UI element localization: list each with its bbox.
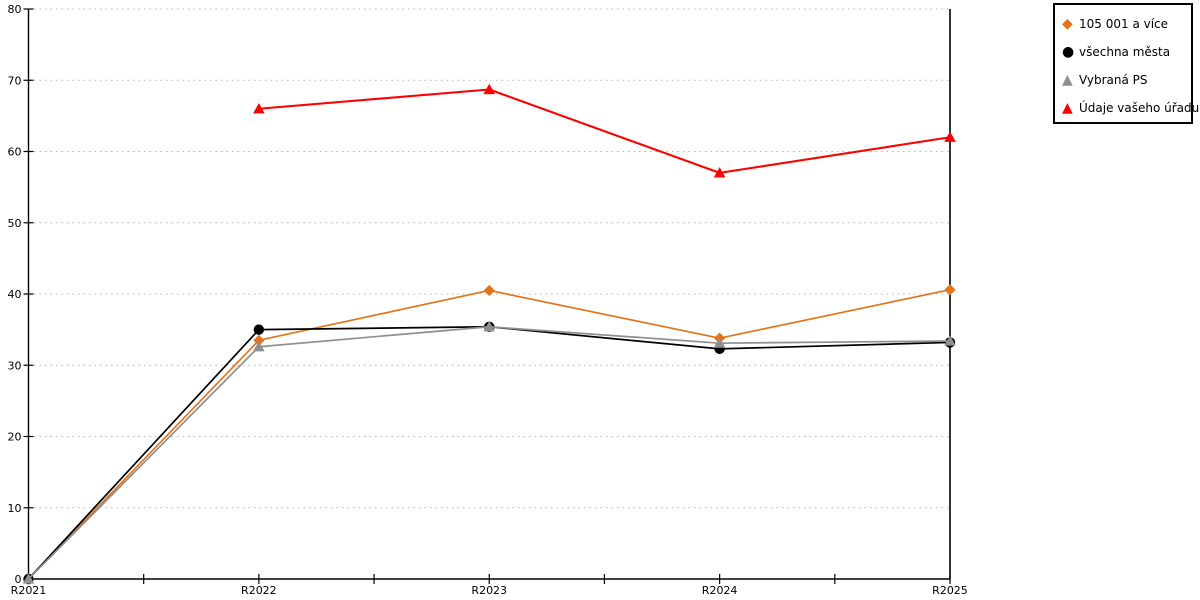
y-tick-label: 60 bbox=[8, 146, 22, 159]
y-tick-label: 50 bbox=[8, 217, 22, 230]
legend-label: Údaje vašeho úřadu bbox=[1079, 101, 1200, 115]
triangle-marker bbox=[944, 131, 956, 142]
legend-label: Vybraná PS bbox=[1079, 73, 1148, 87]
x-tick-label: R2022 bbox=[241, 584, 277, 597]
series-line-1 bbox=[27, 325, 951, 580]
y-tick-label: 0 bbox=[15, 573, 22, 586]
legend-item-0: ◆ 105 001 a více bbox=[1055, 10, 1191, 38]
triangle-icon: ▲ bbox=[1062, 100, 1073, 116]
legend-item-2: ▲ Vybraná PS bbox=[1055, 66, 1191, 94]
triangle-marker bbox=[253, 102, 265, 114]
series-line-0 bbox=[27, 288, 951, 580]
circle-icon: ● bbox=[1062, 44, 1075, 60]
y-tick-label: 20 bbox=[8, 431, 22, 444]
triangle-marker bbox=[944, 335, 956, 346]
x-tick-label: R2024 bbox=[702, 584, 738, 597]
triangle-marker bbox=[22, 573, 35, 584]
y-tick-label: 10 bbox=[8, 502, 22, 515]
triangle-marker bbox=[483, 320, 496, 332]
circle-marker bbox=[253, 324, 265, 335]
legend-label: všechna města bbox=[1079, 45, 1171, 59]
series-line-3 bbox=[258, 88, 951, 174]
legend-item-3: ▲ Údaje vašeho úřadu bbox=[1055, 94, 1199, 122]
triangle-icon: ▲ bbox=[1062, 72, 1073, 88]
diamond-marker bbox=[483, 284, 495, 297]
triangle-marker bbox=[713, 167, 726, 178]
diamond-marker bbox=[944, 284, 956, 296]
y-tick-label: 30 bbox=[8, 359, 22, 372]
y-tick-label: 70 bbox=[8, 74, 22, 87]
legend: ◆ 105 001 a více ● všechna města ▲ Vybraná PS… bbox=[1053, 3, 1199, 124]
diamond-marker bbox=[253, 334, 265, 346]
y-tick-label: 40 bbox=[8, 288, 22, 301]
legend-item-1: ● všechna města bbox=[1055, 38, 1191, 66]
triangle-marker bbox=[713, 337, 726, 348]
triangle-marker bbox=[483, 83, 496, 95]
triangle-marker bbox=[253, 340, 265, 352]
x-tick-label: R2025 bbox=[932, 584, 968, 597]
legend-label: 105 001 a více bbox=[1079, 17, 1169, 31]
x-tick-label: R2021 bbox=[11, 584, 47, 597]
y-tick-label: 80 bbox=[8, 3, 22, 16]
diamond-icon: ◆ bbox=[1062, 16, 1073, 32]
series-line-2 bbox=[27, 325, 951, 580]
x-tick-label: R2023 bbox=[471, 584, 507, 597]
